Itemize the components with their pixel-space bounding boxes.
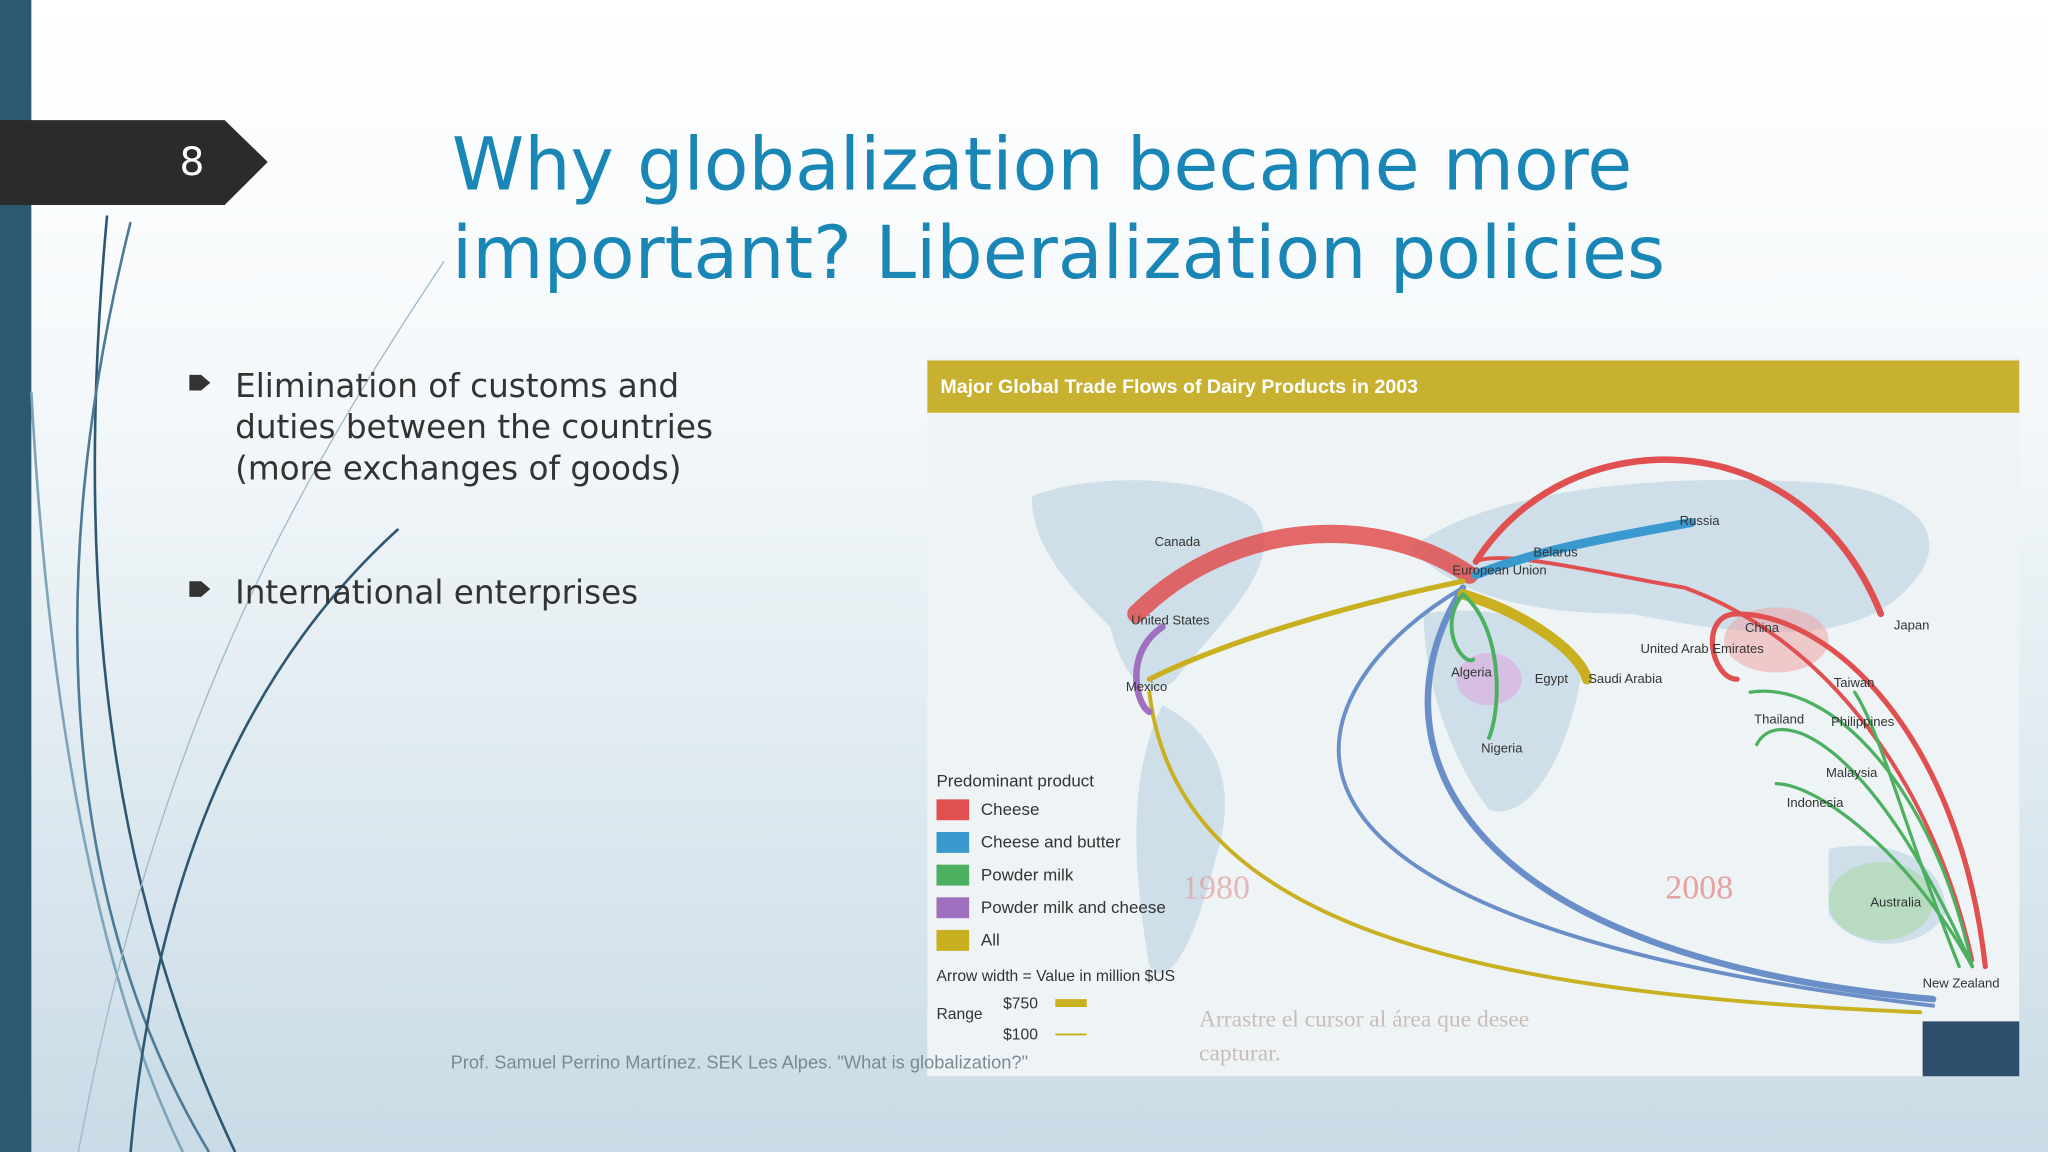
legend-label: Powder milk and cheese [981,898,1166,917]
legend-label: Cheese and butter [981,833,1121,852]
map-label: Indonesia [1787,795,1844,810]
bullet-text: duties between the countries [235,408,713,446]
bullet-text: International enterprises [235,573,638,611]
footer: Prof. Samuel Perrino Martínez. SEK Les A… [451,1051,1028,1072]
slide-number: 8 [180,140,205,185]
map-label: Mexico [1126,679,1167,694]
bullet-text: (more exchanges of goods) [235,449,681,487]
title-line: important? Liberalization policies [452,211,1665,296]
legend-swatch [936,831,970,853]
map-label: Thailand [1754,712,1804,727]
watermark: Arrastre el cursor al área que desee [1199,1007,1529,1033]
range-label: Range [936,1006,982,1023]
figure-title: Major Global Trade Flows of Dairy Produc… [940,376,1418,398]
range-value: $750 [1003,995,1038,1012]
legend-label: Cheese [981,800,1040,819]
bullet-icon [189,581,211,597]
map-label: United States [1131,612,1210,627]
map-label: European Union [1452,563,1546,578]
map-label: Canada [1155,534,1201,549]
map-label: Australia [1870,894,1922,909]
number-tab [0,120,268,206]
range-value: $100 [1003,1027,1038,1044]
map-label: Malaysia [1826,765,1878,780]
map-label: China [1745,620,1780,635]
legend-swatch [936,799,970,821]
bullet-icon [189,374,211,391]
watermark: 2008 [1665,870,1733,907]
legend-swatch [936,897,970,919]
legend-label: All [981,931,1000,950]
figure: Major Global Trade Flows of Dairy Produc… [927,356,2020,1077]
map-label: Nigeria [1481,740,1523,755]
map-label: Belarus [1533,544,1578,559]
trade-arrows [1127,456,1988,1015]
map-label: Philippines [1831,714,1895,729]
region-shade [1456,653,1522,706]
watermark: capturar. [1199,1041,1281,1067]
figure-header [927,360,2020,413]
watermark: 1980 [1182,870,1250,907]
map-label: Japan [1894,618,1930,633]
legend-swatch [936,929,970,951]
map-label: Saudi Arabia [1588,671,1663,686]
map-label: New Zealand [1923,975,2000,990]
capture-button[interactable] [1922,1021,2020,1077]
bullet-text: Elimination of customs and [235,367,679,405]
decor-curves [30,215,445,1152]
map-label: Taiwan [1834,675,1875,690]
arrow-note: Arrow width = Value in million $US [936,968,1175,985]
legend-title: Predominant product [936,771,1094,790]
map-label: Algeria [1451,665,1492,680]
map-label: Egypt [1535,671,1569,686]
map-label: United Arab Emirates [1640,641,1764,656]
region-shade [1828,862,1934,941]
legend-label: Powder milk [981,865,1074,884]
map-label: Russia [1680,513,1721,528]
legend-swatch [936,864,970,886]
title-line: Why globalization became more [452,122,1632,207]
